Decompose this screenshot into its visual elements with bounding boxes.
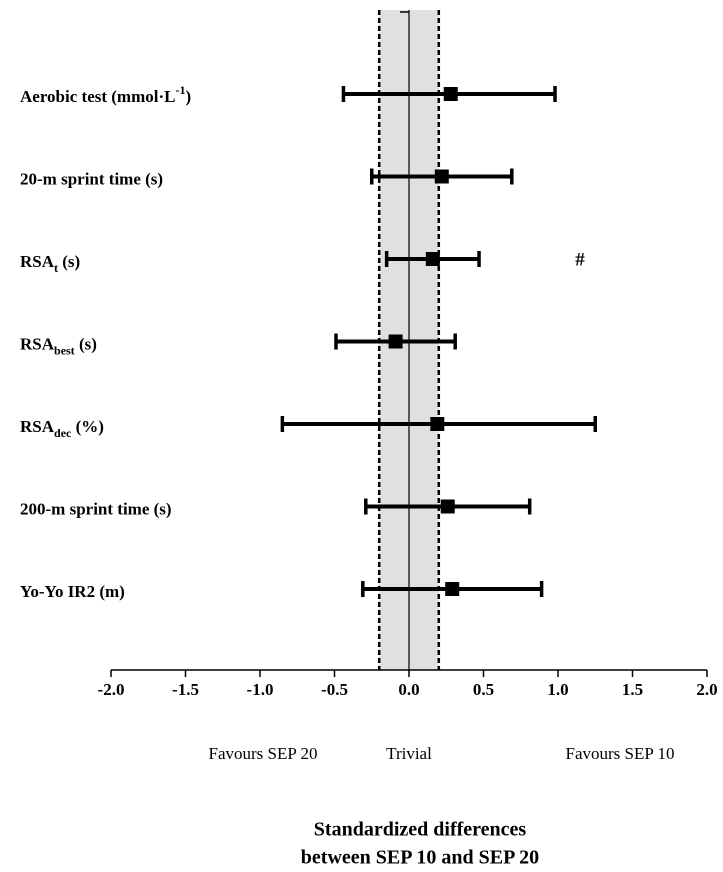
label-sub: t <box>54 261 58 275</box>
x-tick-label: 0.0 <box>398 680 419 699</box>
label-text: Yo-Yo IR2 (m) <box>20 582 125 601</box>
label-text: Aerobic test (mmol·L <box>20 87 175 106</box>
category-label: 200-m sprint time (s) <box>20 499 172 518</box>
label-text: RSA <box>20 252 55 271</box>
label-sup: -1 <box>175 83 185 97</box>
category-label: Yo-Yo IR2 (m) <box>20 582 125 601</box>
point <box>425 252 440 266</box>
label-text: (s) <box>75 334 97 353</box>
category-label: 20-m sprint time (s) <box>20 169 163 188</box>
category-label: RSAt (s) <box>20 252 80 275</box>
annotation: # <box>575 249 585 270</box>
x-tick-label: 1.5 <box>622 680 643 699</box>
x-tick-label: -1.5 <box>172 680 199 699</box>
point <box>445 582 460 596</box>
plot: -2.0 -1.5 -1.0 -0.5 0.0 0.5 1.0 1.5 2.0 Aerobic t… <box>20 10 718 699</box>
label-text: (s) <box>58 252 80 271</box>
category-label: Aerobic test (mmol·L-1) <box>20 83 191 106</box>
x-tick-label: -0.5 <box>321 680 348 699</box>
point <box>443 87 458 101</box>
category-label: RSAbest (s) <box>20 334 97 357</box>
region-label: Trivial <box>386 744 432 763</box>
point <box>434 169 449 184</box>
x-tick-label: 0.5 <box>473 680 494 699</box>
label-text: ) <box>185 87 191 106</box>
x-axis-title: between SEP 10 and SEP 20 <box>301 847 539 869</box>
point <box>388 334 403 349</box>
x-tick-label: -2.0 <box>98 680 125 699</box>
label-text: (%) <box>71 417 104 436</box>
label-sub: dec <box>54 426 72 440</box>
label-text: RSA <box>20 417 55 436</box>
x-axis-title: Standardized differences <box>314 819 527 841</box>
category-label: RSAdec (%) <box>20 417 104 440</box>
point <box>430 417 445 431</box>
point <box>440 499 455 514</box>
label-text: RSA <box>20 334 55 353</box>
x-tick-label: 1.0 <box>547 680 568 699</box>
label-text: 200-m sprint time (s) <box>20 499 172 518</box>
region-label: Favours SEP 20 <box>209 744 318 763</box>
label-text: 20-m sprint time (s) <box>20 169 163 188</box>
label-sub: best <box>54 343 75 357</box>
x-tick-label: -1.0 <box>247 680 274 699</box>
region-label: Favours SEP 10 <box>566 744 675 763</box>
x-tick-label: 2.0 <box>696 680 717 699</box>
